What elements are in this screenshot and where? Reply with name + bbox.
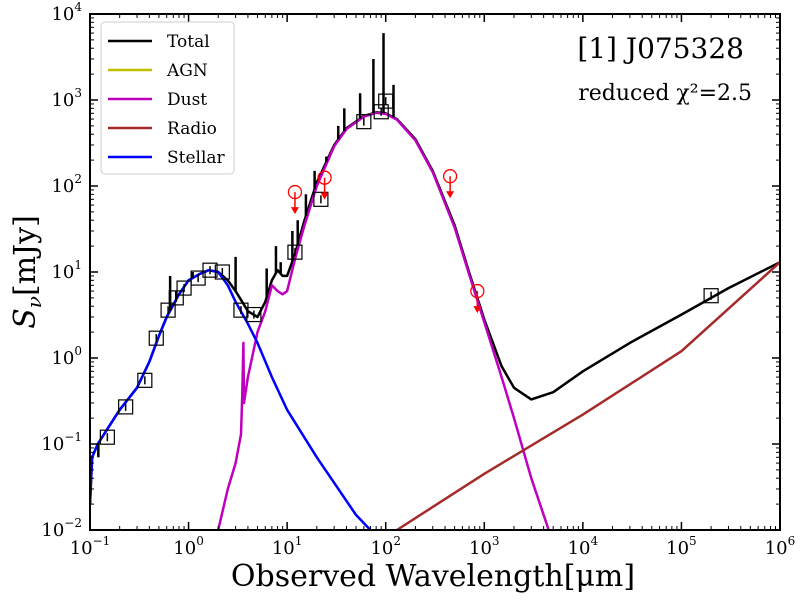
- photometry-point: [202, 262, 218, 278]
- x-tick-label: 10−1: [70, 534, 111, 559]
- y-tick-label: 101: [51, 258, 82, 283]
- x-tick-label: 101: [272, 534, 303, 559]
- photometry-point: [703, 288, 719, 304]
- photometry-point: [137, 372, 153, 388]
- photometry-point: [160, 302, 176, 318]
- legend-entry-total: Total: [108, 32, 210, 52]
- axis-tick-labels: 10−1 100 101 102 103 104 105 10610−210−11001011…: [41, 0, 795, 559]
- upper-limit-marker: [317, 170, 332, 200]
- photometry-point: [313, 191, 329, 207]
- x-tick-label: 103: [469, 534, 500, 559]
- photometry-point: [168, 290, 184, 306]
- legend: Total AGN Dust Radio Stellar: [100, 21, 235, 175]
- x-tick-label: 104: [568, 534, 599, 559]
- photometry-point: [148, 330, 164, 346]
- x-axis-label: Observed Wavelength[μm]: [231, 559, 635, 594]
- photometry-point: [99, 429, 115, 445]
- series-line-radio: [396, 261, 780, 530]
- photometry-point: [373, 104, 389, 120]
- y-tick-label: 103: [51, 86, 82, 111]
- photometry-point: [287, 244, 303, 260]
- legend-label: AGN: [166, 61, 208, 81]
- chi-square-annotation: reduced χ²=2.5: [578, 81, 752, 106]
- series-line-dust: [216, 111, 550, 530]
- y-axis-label: Sν[mJy]: [8, 215, 46, 329]
- axis-ticks: [89, 13, 781, 531]
- upper-limit-marker: [287, 184, 303, 215]
- legend-label: Dust: [167, 90, 207, 110]
- legend-label: Radio: [167, 119, 217, 139]
- y-tick-label: 102: [51, 172, 82, 197]
- photometry-point: [246, 306, 262, 323]
- x-tick-label: 102: [370, 534, 401, 559]
- series-line-stellar: [90, 268, 372, 530]
- legend-entry-agn: AGN: [108, 61, 208, 81]
- photometry-point: [176, 280, 192, 296]
- chart-title: [1] J075328: [577, 32, 744, 65]
- photometry-points: [99, 93, 719, 445]
- legend-entry-stellar: Stellar: [108, 148, 226, 168]
- upper-limit-marker: [470, 283, 485, 314]
- y-tick-label: 100: [51, 344, 82, 369]
- x-tick-label: 106: [765, 534, 796, 559]
- photometry-point: [378, 93, 394, 109]
- y-tick-label: 10−1: [41, 430, 82, 455]
- legend-label: Total: [167, 32, 210, 52]
- photometry-point: [233, 302, 249, 318]
- photometry-point: [190, 270, 206, 286]
- legend-box: [100, 21, 235, 175]
- y-tick-label: 10−2: [41, 516, 82, 541]
- x-tick-label: 105: [666, 534, 697, 559]
- y-tick-label: 104: [51, 0, 82, 25]
- photometry-point: [214, 264, 230, 280]
- legend-entry-radio: Radio: [108, 119, 217, 139]
- upper-limit-marker: [442, 169, 458, 199]
- photometry-point: [118, 399, 134, 415]
- upper-limits: [287, 169, 485, 314]
- x-tick-label: 100: [173, 534, 204, 559]
- legend-label: Stellar: [167, 148, 226, 168]
- legend-entry-dust: Dust: [108, 90, 207, 110]
- photometry-point: [356, 114, 372, 130]
